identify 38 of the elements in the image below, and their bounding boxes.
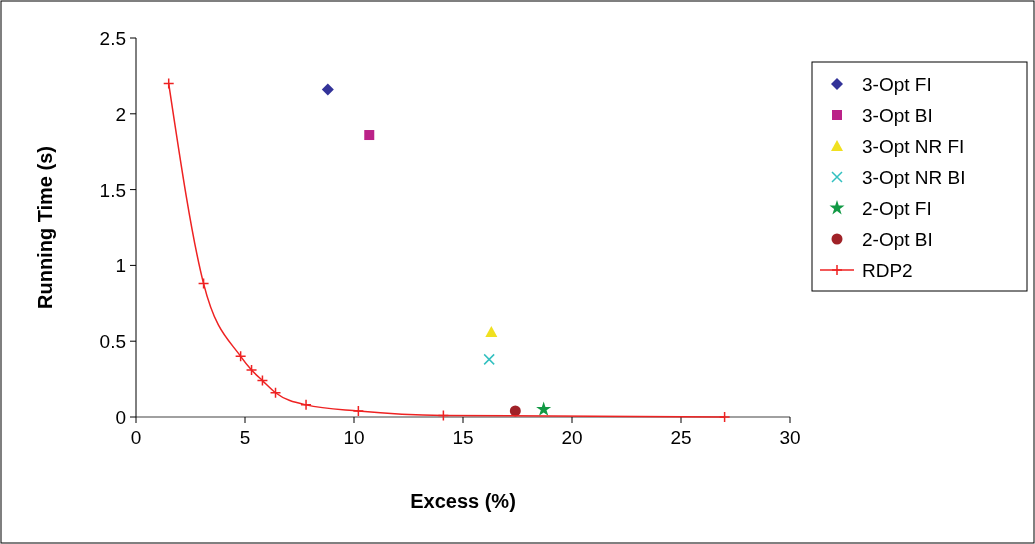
legend-label: 3-Opt NR FI <box>862 136 965 157</box>
point <box>509 405 521 417</box>
x-tick-label: 5 <box>239 427 251 448</box>
x-tick-label: 25 <box>670 427 692 448</box>
y-tick-label: 0 <box>115 407 126 428</box>
legend-label: 2-Opt FI <box>862 198 932 219</box>
point <box>718 411 731 423</box>
point <box>483 353 495 366</box>
y-tick-label: 2 <box>115 103 126 125</box>
x-tick-label: 30 <box>779 427 801 448</box>
legend-label: RDP2 <box>862 260 913 281</box>
y-tick-label: 0.5 <box>99 331 126 353</box>
point <box>197 277 210 290</box>
x-tick-label: 20 <box>561 427 583 448</box>
point <box>364 130 375 141</box>
point <box>485 326 498 338</box>
y-tick-label: 2.5 <box>99 28 126 49</box>
legend-label: 3-Opt NR BI <box>862 167 966 188</box>
y-tick-label: 1.5 <box>99 179 126 201</box>
x-tick-label: 0 <box>130 427 142 448</box>
y-tick-label: 1 <box>115 255 126 277</box>
x-axis-title: Excess (%) <box>410 490 516 512</box>
point <box>437 409 450 422</box>
point <box>300 399 312 411</box>
legend-label: 2-Opt BI <box>862 229 933 250</box>
legend-label: 3-Opt FI <box>862 74 932 95</box>
x-tick-label: 10 <box>343 427 365 448</box>
point <box>234 350 247 363</box>
x-tick-label: 15 <box>452 427 474 448</box>
point <box>245 364 258 376</box>
point <box>536 401 552 416</box>
point <box>256 374 269 387</box>
point <box>162 77 175 90</box>
point <box>321 83 334 96</box>
legend-label: 3-Opt BI <box>862 105 933 126</box>
point <box>269 386 282 399</box>
y-axis-title: Running Time (s) <box>34 146 56 309</box>
point <box>352 405 365 417</box>
